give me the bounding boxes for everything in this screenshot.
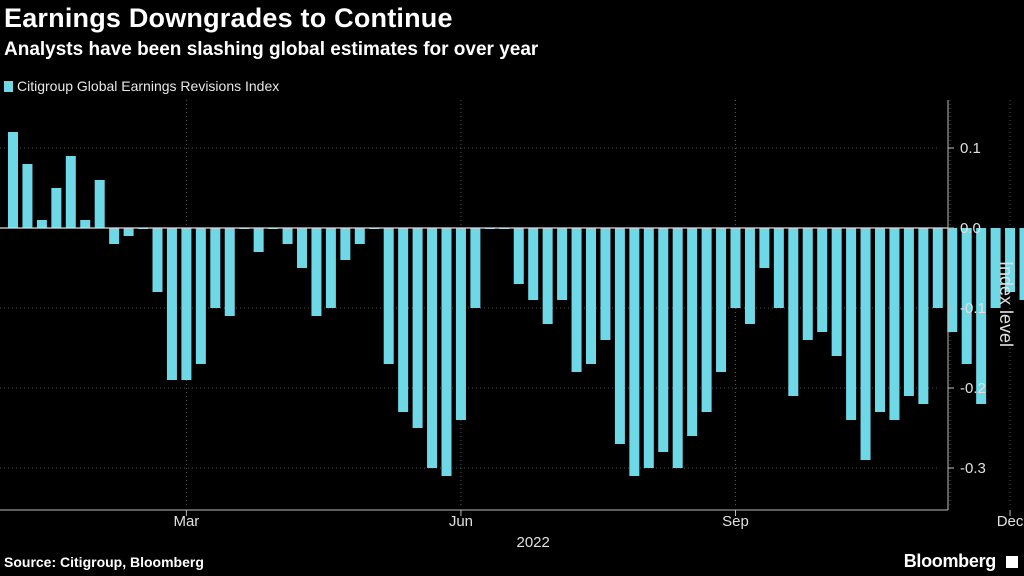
bar <box>990 228 1001 308</box>
bar <box>846 228 857 420</box>
y-tick-label: -0.1 <box>960 300 986 317</box>
y-tick-label: 0.1 <box>960 140 981 157</box>
bar <box>65 156 76 228</box>
bar <box>1005 228 1016 292</box>
bar <box>875 228 885 412</box>
bar <box>773 228 784 308</box>
bar <box>947 228 958 332</box>
bar <box>860 228 871 460</box>
bar <box>470 228 481 308</box>
bar <box>166 228 177 380</box>
axis-labels: 0.10.0-0.1-0.2-0.3MarJunSepDecMar2022202… <box>173 140 1024 551</box>
bar <box>600 228 611 340</box>
bar <box>8 132 18 228</box>
legend-swatch <box>4 80 13 92</box>
bar <box>961 228 972 364</box>
bar <box>716 228 727 372</box>
x-tick-label: Mar <box>173 513 199 530</box>
legend-label: Citigroup Global Earnings Revisions Inde… <box>17 78 280 94</box>
y-axis-label: Index level <box>996 261 1016 347</box>
bar <box>427 228 438 468</box>
bar <box>629 228 640 476</box>
bars <box>8 132 1024 476</box>
bar <box>542 228 553 324</box>
bar <box>730 228 741 308</box>
bar <box>152 228 163 292</box>
bar <box>383 228 394 364</box>
y-tick-label: -0.2 <box>960 380 986 397</box>
bar <box>340 228 351 260</box>
legend: Citigroup Global Earnings Revisions Inde… <box>4 78 279 94</box>
bar <box>210 228 221 308</box>
bar <box>889 228 900 420</box>
bar <box>325 228 336 308</box>
bar <box>802 228 813 340</box>
bar <box>297 228 307 268</box>
bar <box>918 228 929 404</box>
bar <box>672 228 683 468</box>
bar <box>903 228 914 396</box>
bar <box>94 180 105 228</box>
bar <box>932 228 943 308</box>
bar <box>614 228 625 444</box>
x-tick-label: Sep <box>722 513 749 530</box>
bar <box>976 228 987 404</box>
bar <box>398 228 409 412</box>
bar <box>687 228 698 436</box>
y-tick-label: 0.0 <box>960 220 981 237</box>
bar <box>36 220 47 228</box>
bar <box>701 228 712 412</box>
bar <box>557 228 568 300</box>
chart-subtitle: Analysts have been slashing global estim… <box>4 39 539 60</box>
bloomberg-logo-square <box>1006 556 1018 568</box>
bar <box>759 228 770 268</box>
bar <box>441 228 452 476</box>
bar <box>571 228 582 372</box>
bar <box>455 228 466 420</box>
bar <box>195 228 206 364</box>
bar <box>181 228 192 380</box>
bar <box>586 228 596 364</box>
bar <box>817 228 828 332</box>
bar <box>658 228 669 452</box>
chart-title: Earnings Downgrades to Continue <box>4 3 453 33</box>
bar <box>354 228 365 244</box>
year-label: 2022 <box>517 534 550 551</box>
bar <box>253 228 264 252</box>
axes <box>0 100 1011 516</box>
bar <box>513 228 524 284</box>
bar <box>412 228 423 428</box>
bar <box>1019 228 1024 300</box>
bar <box>788 228 799 396</box>
bar <box>51 188 62 228</box>
bar <box>831 228 842 356</box>
bar <box>80 220 91 228</box>
source-note: Source: Citigroup, Bloomberg <box>4 554 204 570</box>
x-tick-label: Dec <box>997 513 1024 530</box>
bar <box>109 228 120 244</box>
bloomberg-logo: Bloomberg <box>903 551 997 571</box>
bar <box>744 228 755 324</box>
bar <box>123 228 134 236</box>
bar <box>311 228 322 316</box>
bar <box>282 228 293 244</box>
y-tick-label: -0.3 <box>960 460 986 477</box>
bar <box>528 228 539 300</box>
bar <box>22 164 33 228</box>
bar <box>643 228 654 468</box>
bar <box>224 228 235 316</box>
x-tick-label: Jun <box>449 513 473 530</box>
